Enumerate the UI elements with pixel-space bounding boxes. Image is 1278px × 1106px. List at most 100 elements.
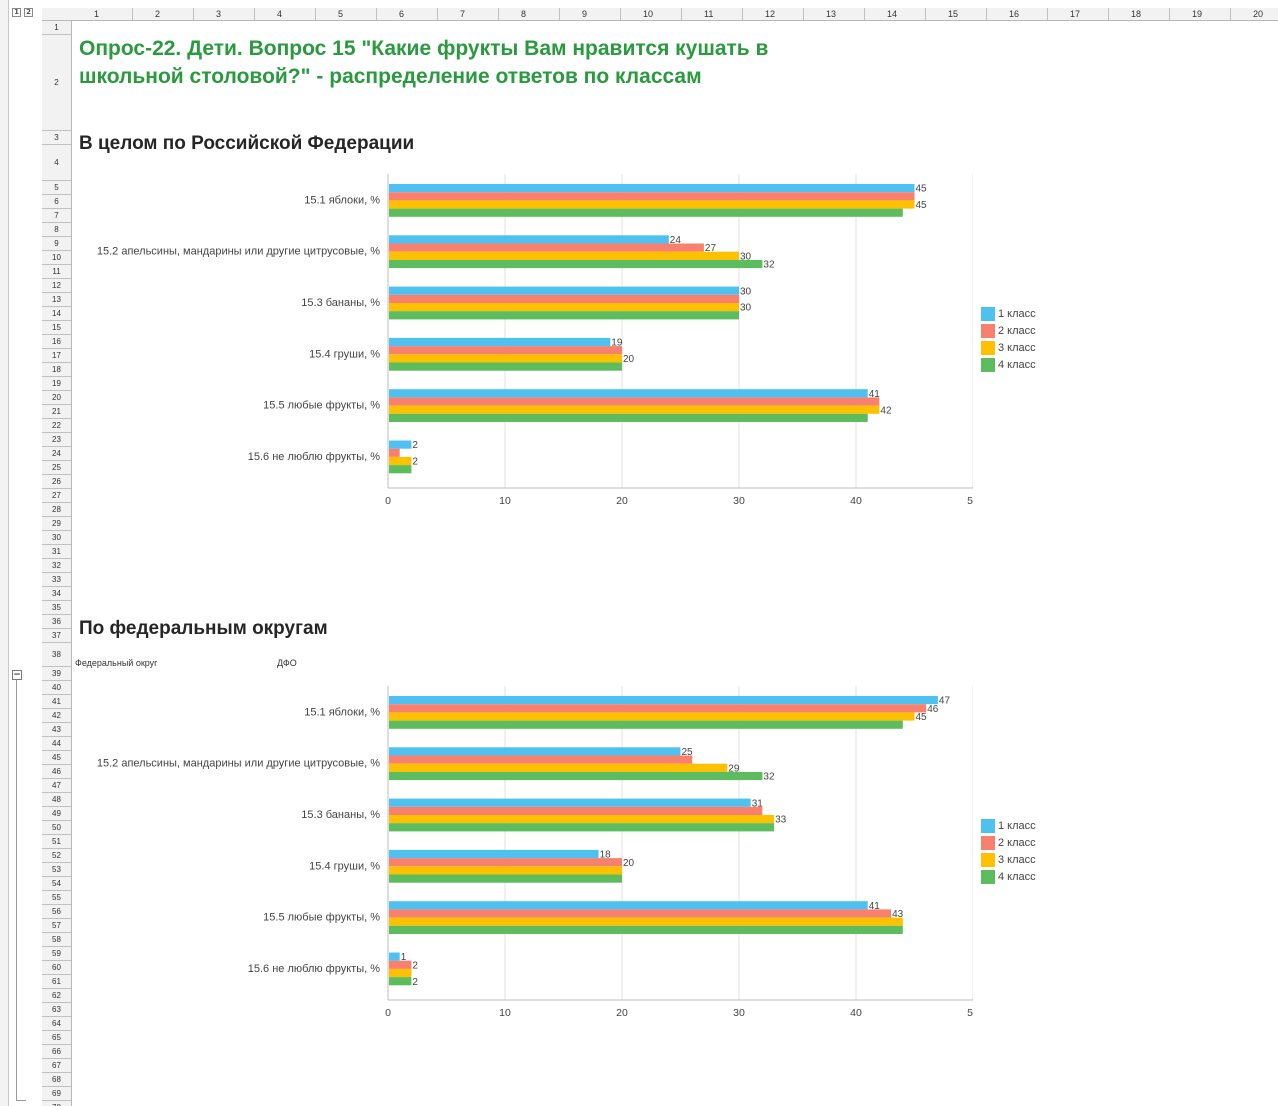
row-header[interactable]: 60 bbox=[42, 961, 71, 975]
row-header[interactable]: 25 bbox=[42, 461, 71, 475]
column-header[interactable]: 18 bbox=[1109, 8, 1170, 20]
row-header[interactable]: 44 bbox=[42, 737, 71, 751]
row-header[interactable]: 62 bbox=[42, 989, 71, 1003]
row-header[interactable]: 51 bbox=[42, 835, 71, 849]
row-header[interactable]: 42 bbox=[42, 709, 71, 723]
outline-level-1-button[interactable]: 1 bbox=[12, 8, 21, 17]
row-header[interactable]: 18 bbox=[42, 363, 71, 377]
column-header[interactable]: 13 bbox=[804, 8, 865, 20]
bar bbox=[389, 960, 412, 969]
column-header[interactable]: 17 bbox=[1048, 8, 1109, 20]
row-header[interactable]: 15 bbox=[42, 321, 71, 335]
row-header[interactable]: 36 bbox=[42, 615, 71, 629]
row-header[interactable]: 34 bbox=[42, 587, 71, 601]
row-header[interactable]: 35 bbox=[42, 601, 71, 615]
row-header[interactable]: 20 bbox=[42, 391, 71, 405]
row-header[interactable]: 23 bbox=[42, 433, 71, 447]
row-header[interactable]: 63 bbox=[42, 1003, 71, 1017]
column-header[interactable]: 14 bbox=[865, 8, 926, 20]
column-header[interactable]: 12 bbox=[743, 8, 804, 20]
row-header[interactable]: 33 bbox=[42, 573, 71, 587]
column-header[interactable]: 3 bbox=[194, 8, 255, 20]
row-header[interactable]: 43 bbox=[42, 723, 71, 737]
row-header[interactable]: 32 bbox=[42, 559, 71, 573]
row-header[interactable]: 3 bbox=[42, 131, 71, 145]
row-header[interactable]: 50 bbox=[42, 821, 71, 835]
row-header[interactable]: 46 bbox=[42, 765, 71, 779]
row-header[interactable]: 14 bbox=[42, 307, 71, 321]
row-header[interactable]: 48 bbox=[42, 793, 71, 807]
row-header[interactable]: 1 bbox=[42, 21, 71, 35]
row-header[interactable]: 58 bbox=[42, 933, 71, 947]
row-header[interactable]: 53 bbox=[42, 863, 71, 877]
row-header[interactable]: 39 bbox=[42, 667, 71, 681]
row-header[interactable]: 45 bbox=[42, 751, 71, 765]
row-header[interactable]: 70 bbox=[42, 1101, 71, 1106]
row-header[interactable]: 66 bbox=[42, 1045, 71, 1059]
column-header[interactable]: 11 bbox=[682, 8, 743, 20]
row-header[interactable]: 27 bbox=[42, 489, 71, 503]
row-header[interactable]: 13 bbox=[42, 293, 71, 307]
data-label: 31 bbox=[752, 798, 764, 809]
row-header[interactable]: 24 bbox=[42, 447, 71, 461]
row-header[interactable]: 28 bbox=[42, 503, 71, 517]
column-header[interactable]: 2 bbox=[133, 8, 194, 20]
column-header[interactable]: 6 bbox=[377, 8, 438, 20]
row-header[interactable]: 52 bbox=[42, 849, 71, 863]
row-header[interactable]: 22 bbox=[42, 419, 71, 433]
column-header[interactable]: 7 bbox=[438, 8, 499, 20]
row-header[interactable]: 29 bbox=[42, 517, 71, 531]
row-header[interactable]: 40 bbox=[42, 681, 71, 695]
row-header[interactable]: 38 bbox=[42, 643, 71, 667]
row-header[interactable]: 9 bbox=[42, 237, 71, 251]
row-header[interactable]: 11 bbox=[42, 265, 71, 279]
row-header[interactable]: 37 bbox=[42, 629, 71, 643]
row-header[interactable]: 55 bbox=[42, 891, 71, 905]
column-header[interactable]: 15 bbox=[926, 8, 987, 20]
row-header[interactable]: 59 bbox=[42, 947, 71, 961]
row-header[interactable]: 65 bbox=[42, 1031, 71, 1045]
row-header[interactable]: 69 bbox=[42, 1087, 71, 1101]
column-header[interactable]: 1 bbox=[72, 8, 133, 20]
row-header[interactable]: 54 bbox=[42, 877, 71, 891]
column-header[interactable]: 20 bbox=[1231, 8, 1278, 20]
row-header[interactable]: 57 bbox=[42, 919, 71, 933]
row-header[interactable]: 64 bbox=[42, 1017, 71, 1031]
row-header[interactable]: 21 bbox=[42, 405, 71, 419]
row-header[interactable]: 16 bbox=[42, 335, 71, 349]
row-header[interactable]: 10 bbox=[42, 251, 71, 265]
column-header[interactable]: 19 bbox=[1170, 8, 1231, 20]
outline-level-2-button[interactable]: 2 bbox=[24, 8, 33, 17]
row-header[interactable]: 2 bbox=[42, 35, 71, 131]
legend-swatch bbox=[981, 306, 995, 321]
row-header[interactable]: 5 bbox=[42, 181, 71, 195]
row-header[interactable]: 30 bbox=[42, 531, 71, 545]
row-header[interactable]: 47 bbox=[42, 779, 71, 793]
column-header[interactable]: 8 bbox=[499, 8, 560, 20]
row-header[interactable]: 68 bbox=[42, 1073, 71, 1087]
row-header[interactable]: 31 bbox=[42, 545, 71, 559]
column-header[interactable]: 16 bbox=[987, 8, 1048, 20]
row-header[interactable]: 6 bbox=[42, 195, 71, 209]
column-header[interactable]: 9 bbox=[560, 8, 621, 20]
column-header[interactable]: 4 bbox=[255, 8, 316, 20]
bar bbox=[389, 208, 903, 217]
district-param-value[interactable]: ДФО bbox=[277, 658, 297, 668]
data-label: 45 bbox=[916, 712, 928, 723]
row-header[interactable]: 41 bbox=[42, 695, 71, 709]
row-header[interactable]: 56 bbox=[42, 905, 71, 919]
row-header[interactable]: 19 bbox=[42, 377, 71, 391]
column-header[interactable]: 10 bbox=[621, 8, 682, 20]
row-header[interactable]: 61 bbox=[42, 975, 71, 989]
row-header[interactable]: 12 bbox=[42, 279, 71, 293]
row-header[interactable]: 7 bbox=[42, 209, 71, 223]
row-header[interactable]: 26 bbox=[42, 475, 71, 489]
collapse-group-button[interactable]: − bbox=[12, 670, 22, 680]
row-header[interactable]: 67 bbox=[42, 1059, 71, 1073]
row-header[interactable]: 8 bbox=[42, 223, 71, 237]
row-header[interactable]: 4 bbox=[42, 145, 71, 181]
column-header[interactable]: 5 bbox=[316, 8, 377, 20]
legend-item: 2 класс bbox=[981, 322, 1036, 339]
row-header[interactable]: 17 bbox=[42, 349, 71, 363]
row-header[interactable]: 49 bbox=[42, 807, 71, 821]
